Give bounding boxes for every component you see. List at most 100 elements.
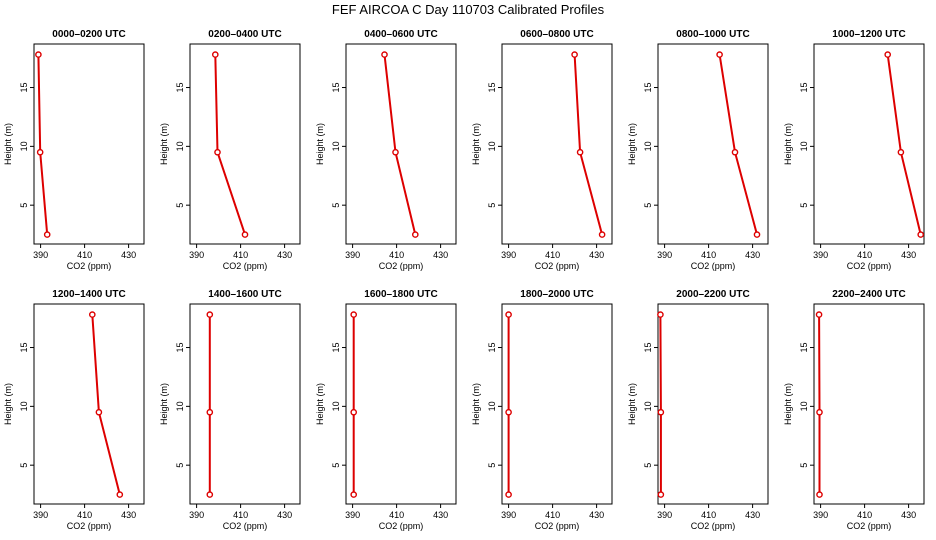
x-tick-label: 410 [77, 250, 92, 260]
y-tick-label: 5 [19, 203, 29, 208]
x-tick-label: 430 [901, 250, 916, 260]
x-tick-label: 410 [389, 510, 404, 520]
x-tick-label: 390 [33, 510, 48, 520]
chart-panel: 1800–2000 UTC 390 410 430 5 10 15 CO2 (ppm) Heig… [471, 289, 613, 531]
y-tick-label: 15 [487, 83, 497, 93]
x-tick-label: 410 [857, 250, 872, 260]
chart-panel: 0600–0800 UTC 390 410 430 5 10 15 CO2 (ppm) Heig… [471, 29, 613, 271]
plot-frame [813, 43, 925, 245]
data-point [816, 408, 823, 416]
y-tick-label: 10 [19, 401, 29, 411]
chart-panel: 0200–0400 UTC 390 410 430 5 10 15 CO2 (ppm) Heig… [159, 29, 301, 271]
data-point [657, 491, 665, 498]
x-tick-label: 390 [189, 250, 204, 260]
chart-panel: 1400–1600 UTC 390 410 430 5 10 15 CO2 (ppm) Heig… [159, 289, 301, 531]
x-tick-label: 430 [589, 250, 604, 260]
plot-frame [189, 303, 301, 505]
x-axis-label: CO2 (ppm) [67, 261, 112, 271]
x-tick-label: 390 [501, 250, 516, 260]
y-tick-label: 10 [487, 401, 497, 411]
y-tick-label: 10 [19, 141, 29, 151]
data-point [241, 231, 249, 238]
x-tick-label: 430 [745, 250, 760, 260]
x-tick-label: 410 [77, 510, 92, 520]
data-point [350, 491, 358, 498]
x-axis-label: CO2 (ppm) [691, 261, 736, 271]
y-tick-label: 5 [175, 463, 185, 468]
data-point [43, 231, 51, 238]
x-axis-label: CO2 (ppm) [535, 261, 580, 271]
data-point [350, 408, 358, 416]
x-axis-label: CO2 (ppm) [379, 521, 424, 531]
y-tick-label: 15 [331, 83, 341, 93]
panel-title: 2200–2400 UTC [832, 289, 905, 300]
y-tick-label: 5 [331, 463, 341, 468]
x-axis-label: CO2 (ppm) [223, 521, 268, 531]
data-point [206, 311, 214, 318]
x-axis-label: CO2 (ppm) [691, 521, 736, 531]
x-tick-label: 430 [121, 250, 136, 260]
x-tick-label: 410 [389, 250, 404, 260]
y-tick-label: 15 [19, 343, 29, 353]
panel-title: 2000–2200 UTC [676, 289, 749, 300]
x-tick-label: 430 [589, 510, 604, 520]
data-point [95, 408, 103, 416]
panel-title: 0200–0400 UTC [208, 29, 281, 40]
data-point [35, 51, 42, 58]
y-tick-label: 5 [487, 203, 497, 208]
panels-group: 0000–0200 UTC 390 410 430 5 10 15 CO2 (ppm) Heig… [3, 29, 925, 531]
chart-panel: 0800–1000 UTC 390 410 430 5 10 15 CO2 (ppm) Heig… [627, 29, 769, 271]
data-point [598, 231, 606, 238]
y-axis-label: Height (m) [783, 383, 793, 425]
panel-title: 0400–0600 UTC [364, 29, 437, 40]
x-tick-label: 390 [657, 250, 672, 260]
data-point [89, 311, 96, 318]
y-axis-label: Height (m) [315, 123, 325, 165]
plot-frame [501, 43, 613, 245]
data-point [411, 231, 419, 238]
data-point [36, 148, 44, 156]
y-tick-label: 5 [487, 463, 497, 468]
y-tick-label: 15 [487, 343, 497, 353]
data-point [897, 148, 905, 156]
chart-panel: 0400–0600 UTC 390 410 430 5 10 15 CO2 (ppm) Heig… [315, 29, 457, 271]
data-point [505, 311, 512, 318]
chart-panel: 1000–1200 UTC 390 410 430 5 10 15 CO2 (ppm) Heig… [783, 29, 925, 271]
y-tick-label: 5 [799, 203, 809, 208]
y-tick-label: 5 [643, 203, 653, 208]
series-line [37, 54, 49, 235]
series-line [383, 54, 417, 235]
y-tick-label: 15 [175, 83, 185, 93]
x-tick-label: 430 [121, 510, 136, 520]
chart-panel: 2200–2400 UTC 390 410 430 5 10 15 CO2 (ppm) Heig… [783, 289, 925, 531]
chart-panel: 1600–1800 UTC 390 410 430 5 10 15 CO2 (ppm) Heig… [315, 289, 457, 531]
y-tick-label: 5 [331, 203, 341, 208]
panel-title: 1400–1600 UTC [208, 289, 281, 300]
plot-frame [657, 303, 769, 505]
plot-frame [189, 43, 301, 245]
y-axis-label: Height (m) [471, 123, 481, 165]
data-point [505, 408, 512, 416]
data-point [576, 148, 584, 156]
x-tick-label: 390 [345, 250, 360, 260]
y-tick-label: 15 [799, 83, 809, 93]
x-axis-label: CO2 (ppm) [67, 521, 112, 531]
x-tick-label: 390 [189, 510, 204, 520]
plot-frame [345, 43, 457, 245]
data-point [381, 51, 388, 58]
y-tick-label: 10 [643, 401, 653, 411]
x-tick-label: 390 [33, 250, 48, 260]
y-axis-label: Height (m) [783, 123, 793, 165]
y-tick-label: 15 [643, 343, 653, 353]
panel-title: 1800–2000 UTC [520, 289, 593, 300]
x-tick-label: 410 [701, 250, 716, 260]
data-point [884, 51, 892, 58]
series-line [214, 54, 246, 235]
data-point [816, 491, 823, 498]
panel-title: 1000–1200 UTC [832, 29, 905, 40]
x-tick-label: 390 [813, 250, 828, 260]
plot-frame [33, 43, 145, 245]
y-axis-label: Height (m) [627, 383, 637, 425]
x-axis-label: CO2 (ppm) [379, 261, 424, 271]
y-axis-label: Height (m) [159, 123, 169, 165]
